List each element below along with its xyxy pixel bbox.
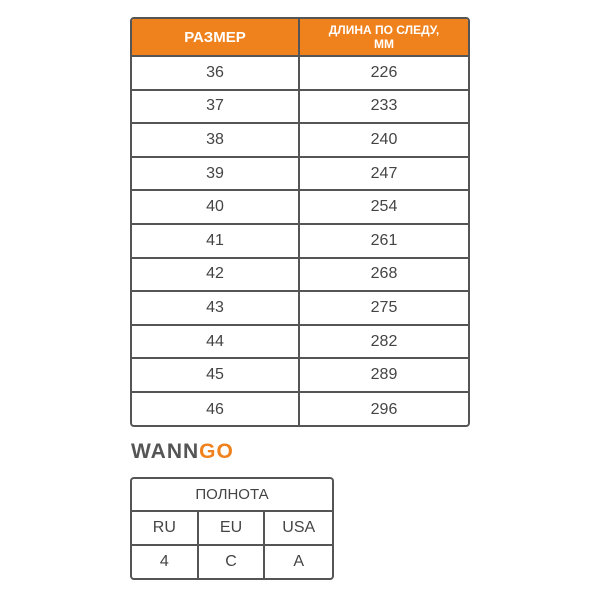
table-cell: 44 — [132, 325, 300, 360]
table-cell: 247 — [300, 158, 468, 192]
table-cell: A — [265, 546, 332, 578]
header-cell-text: USA — [282, 518, 316, 536]
table-cell-text: 289 — [370, 366, 398, 384]
table-title-text: ПОЛНОТА — [195, 486, 269, 504]
header-cell: RU — [132, 512, 199, 546]
table-cell: 254 — [300, 191, 468, 225]
header-cell-text: RU — [152, 518, 176, 536]
size-table: РАЗМЕР ДЛИНА ПО СЛЕДУ, ММ 36 226 37 233 38 240 3… — [130, 17, 470, 427]
header-cell: РАЗМЕР — [132, 19, 300, 57]
table-cell: 261 — [300, 225, 468, 259]
table-cell: 43 — [132, 292, 300, 326]
table-cell-text: 41 — [206, 231, 224, 249]
table-title: ПОЛНОТА — [132, 479, 332, 513]
table-cell: 38 — [132, 124, 300, 158]
table-cell-text: 226 — [370, 63, 398, 81]
table-cell: C — [199, 545, 266, 578]
logo-part: GO — [199, 440, 234, 463]
table-cell-text: 38 — [206, 130, 224, 148]
table-cell: 42 — [132, 258, 300, 293]
table-cell-text: 39 — [206, 164, 224, 182]
table-cell-text: 268 — [370, 265, 398, 283]
header-cell: USA — [265, 512, 332, 546]
table-cell: 268 — [300, 259, 468, 293]
table-cell-text: 261 — [370, 231, 398, 249]
table-cell-text: 233 — [370, 97, 398, 115]
table-cell: 36 — [132, 57, 300, 91]
table-cell-text: 240 — [370, 130, 398, 148]
table-cell-text: 42 — [206, 265, 224, 283]
table-cell-text: A — [293, 553, 305, 571]
table-cell-text: 275 — [370, 298, 398, 316]
table-cell: 40 — [132, 191, 300, 225]
table-cell-text: 44 — [206, 332, 224, 350]
table-cell: 282 — [300, 326, 468, 360]
table-cell: 46 — [132, 393, 300, 425]
header-cell-text: ДЛИНА ПО СЛЕДУ, ММ — [328, 23, 440, 51]
table-cell-text: 296 — [370, 400, 398, 418]
table-cell-text: C — [225, 553, 237, 571]
table-cell-text: 4 — [159, 553, 169, 571]
table-cell: 226 — [300, 57, 468, 91]
table-cell-text: 282 — [370, 332, 398, 350]
width-table: ПОЛНОТА RU EU USA 4 C A — [130, 477, 334, 580]
table-cell: 296 — [300, 393, 468, 425]
table-cell-text: 254 — [370, 198, 398, 216]
table-cell: 233 — [300, 91, 468, 125]
table-cell-text: 43 — [206, 298, 224, 316]
table-cell: 37 — [132, 90, 300, 125]
table-cell-text: 37 — [206, 97, 224, 115]
header-cell: EU — [198, 512, 266, 546]
table-cell: 289 — [300, 359, 468, 393]
table-cell-text: 40 — [206, 198, 224, 216]
table-cell-text: 46 — [206, 400, 224, 418]
header-cell: ДЛИНА ПО СЛЕДУ, ММ — [300, 19, 468, 57]
logo: WANNGO — [131, 440, 234, 464]
table-cell-text: 247 — [370, 164, 398, 182]
table-cell-text: 36 — [206, 63, 224, 81]
table-cell: 41 — [132, 225, 300, 259]
header-cell-text: РАЗМЕР — [184, 28, 246, 46]
logo-part: WANN — [131, 440, 200, 463]
table-cell: 275 — [300, 292, 468, 326]
table-cell-text: 45 — [206, 366, 224, 384]
table-cell: 240 — [300, 124, 468, 158]
header-cell-text: EU — [219, 518, 243, 536]
table-cell: 4 — [132, 545, 199, 578]
table-cell: 45 — [132, 359, 300, 393]
table-cell: 39 — [132, 157, 300, 192]
